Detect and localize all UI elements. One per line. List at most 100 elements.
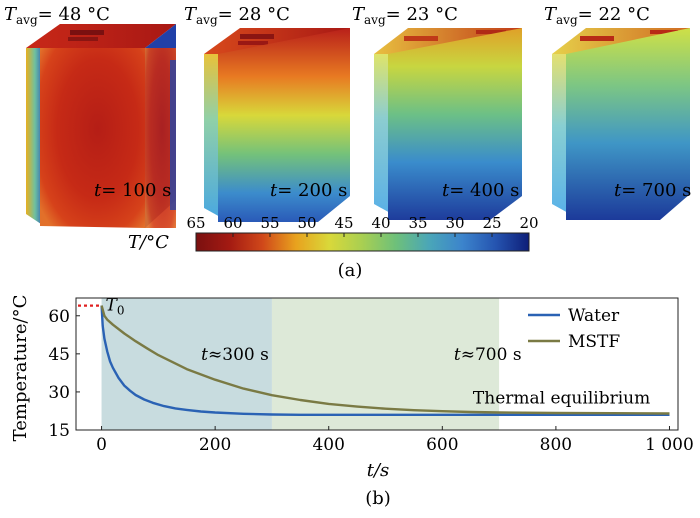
y-axis-ticks: 15 30 45 60 (48, 307, 80, 441)
block-1-front (40, 48, 145, 228)
tavg-subscript: avg (196, 13, 218, 27)
x-tick-label: 800 (540, 435, 572, 455)
block-2-front (218, 28, 350, 222)
block-1-side (26, 48, 44, 226)
tavg-symbol: T (184, 4, 198, 25)
time-value: = 100 s (101, 180, 171, 201)
x-tick-label: 200 (199, 435, 231, 455)
block-4-top-tab (580, 36, 614, 41)
x-tick-label: 600 (426, 435, 458, 455)
x-axis-label: t/s (367, 460, 390, 481)
chart-annotation: Thermal equilibrium (473, 388, 650, 408)
y-tick-label: 60 (48, 307, 70, 327)
block-1-top (26, 24, 176, 48)
reference-line-group: T0 (78, 296, 125, 318)
block-3-top-tab-2 (476, 30, 506, 34)
panel-time-label: t= 100 s (94, 180, 171, 201)
y-tick-label: 45 (48, 345, 70, 365)
tavg-value: = 48 °C (38, 4, 110, 25)
tavg-value: = 28 °C (218, 4, 290, 25)
x-tick-label: 1 000 (645, 435, 694, 455)
block-3-side (374, 54, 392, 214)
panel-2 (204, 28, 350, 222)
caption-a: (a) (338, 260, 363, 281)
reference-subscript: 0 (117, 304, 125, 318)
y-axis-label: Temperature/°C (10, 295, 31, 442)
annotation-symbol: t (454, 345, 461, 365)
series-line-mstf (100, 305, 670, 415)
colorbar-tick-label: 40 (371, 214, 390, 232)
panel-time-label: t= 400 s (442, 180, 519, 201)
chart-annotation: t≈700 s (454, 345, 522, 365)
block-1-edge-blue (170, 60, 176, 210)
colorbar-tick-label: 50 (297, 214, 316, 232)
series-line-water (100, 305, 670, 416)
block-4-top-tab-2 (650, 30, 678, 34)
chart-series (100, 305, 670, 416)
colorbar-tick-label: 45 (334, 214, 353, 232)
tavg-symbol: T (352, 4, 366, 25)
chart-annotation: t≈300 s (201, 345, 269, 365)
block-1-top-tab-2 (68, 37, 98, 41)
panel-time-label: t= 700 s (614, 180, 691, 201)
block-1-top-tab (70, 30, 104, 35)
panel-3 (374, 28, 522, 220)
time-value: = 200 s (277, 180, 347, 201)
annotation-value: ≈300 s (208, 345, 269, 365)
tavg-value: = 22 °C (578, 4, 650, 25)
y-tick-label: 30 (48, 383, 70, 403)
panel-tavg-label: Tavg= 23 °C (352, 4, 458, 27)
time-value: = 400 s (449, 180, 519, 201)
colorbar-ticks: 65 60 55 50 45 40 35 30 25 20 (186, 214, 539, 237)
tavg-value: = 23 °C (386, 4, 458, 25)
annotation-symbol: t (201, 345, 208, 365)
x-tick-label: 400 (312, 435, 344, 455)
reference-symbol: T (106, 296, 119, 316)
time-symbol: t (442, 180, 450, 201)
panel-tavg-label: Tavg= 48 °C (4, 4, 110, 27)
tavg-symbol: T (4, 4, 18, 25)
chart-legend: Water MSTF (528, 306, 620, 352)
tavg-subscript: avg (556, 13, 578, 27)
colorbar-tick-label: 65 (186, 214, 205, 232)
x-axis-ticks: 0 200 400 600 800 1 000 (96, 426, 694, 455)
colorbar: T/°C 65 60 55 50 45 40 35 30 25 20 (128, 214, 539, 253)
x-tick-label: 0 (96, 435, 107, 455)
legend-label: MSTF (568, 332, 620, 352)
legend-label: Water (568, 306, 620, 326)
colorbar-label: T/°C (128, 232, 169, 253)
block-4-side (552, 54, 570, 214)
panel-4 (552, 28, 690, 220)
shaded-region (101, 298, 272, 430)
colorbar-tick-label: 55 (260, 214, 279, 232)
block-3-front (388, 28, 522, 220)
block-4-front (566, 28, 690, 220)
panel-tavg-label: Tavg= 22 °C (544, 4, 650, 27)
panel-1 (26, 24, 176, 228)
panel-time-label: t= 200 s (270, 180, 347, 201)
annotation-value: ≈700 s (461, 345, 522, 365)
block-3-top-tab (404, 36, 438, 41)
caption-b: (b) (365, 488, 391, 509)
panel-tavg-label: Tavg= 28 °C (184, 4, 290, 27)
time-value: = 700 s (621, 180, 691, 201)
block-2-top-tab (240, 34, 274, 39)
chart-frame (75, 297, 679, 431)
block-2-top-tab-2 (238, 41, 268, 45)
colorbar-tick-label: 25 (482, 214, 501, 232)
time-symbol: t (614, 180, 622, 201)
reference-label: T0 (106, 296, 125, 318)
y-tick-label: 15 (48, 421, 70, 441)
tavg-subscript: avg (364, 13, 386, 27)
time-symbol: t (94, 180, 102, 201)
colorbar-tick-label: 35 (408, 214, 427, 232)
tavg-subscript: avg (16, 13, 38, 27)
time-symbol: t (270, 180, 278, 201)
block-2-side (204, 54, 222, 218)
colorbar-tick-label: 20 (519, 214, 538, 232)
tavg-symbol: T (544, 4, 558, 25)
colorbar-tick-label: 60 (223, 214, 242, 232)
